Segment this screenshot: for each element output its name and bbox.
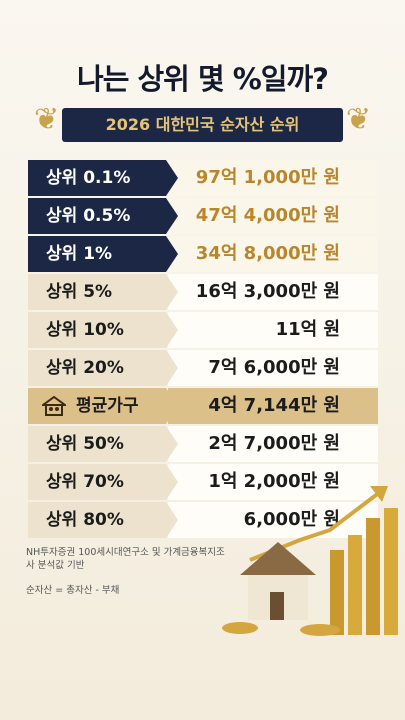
net-worth: 97억 1,000만 원 [168, 160, 378, 196]
net-worth: 2억 7,000만 원 [168, 426, 378, 462]
rank-row: 상위 20% 7억 6,000만 원 [28, 350, 378, 386]
rank-row: 상위 80% 6,000만 원 [28, 502, 378, 538]
rank-label: 상위 0.5% [28, 198, 178, 234]
gold-bar [348, 535, 362, 635]
rank-label: 상위 20% [28, 350, 178, 386]
rank-label: 상위 70% [28, 464, 178, 500]
net-worth: 1억 2,000만 원 [168, 464, 378, 500]
net-worth: 4억 7,144만 원 [168, 388, 378, 424]
net-worth: 47억 4,000만 원 [168, 198, 378, 234]
title: 나는 상위 몇 %일까? [77, 62, 329, 96]
rank-row: 상위 50% 2억 7,000만 원 [28, 426, 378, 462]
source-note: NH투자증권 100세시대연구소 및 가계금융복지조사 분석값 기반 [26, 547, 225, 571]
arrow-head [370, 486, 388, 502]
ranking-list: 상위 0.1% 97억 1,000만 원 상위 0.5% 47억 4,000만 원 상위… [28, 160, 378, 540]
rank-label: 상위 5% [28, 274, 178, 310]
net-worth: 7억 6,000만 원 [168, 350, 378, 386]
rank-label: 상위 50% [28, 426, 178, 462]
net-worth: 16억 3,000만 원 [168, 274, 378, 310]
laurel-left: ❦ [34, 102, 60, 137]
house-door [270, 592, 284, 620]
rank-row: 상위 10% 11억 원 [28, 312, 378, 348]
notes: NH투자증권 100세시대연구소 및 가계금융복지조사 분석값 기반 순자산 =… [26, 546, 226, 597]
coins [222, 622, 258, 634]
rank-row: 상위 5% 16억 3,000만 원 [28, 274, 378, 310]
house-roof [240, 542, 316, 575]
laurel-right: ❦ [345, 102, 371, 137]
rank-row: 상위 0.1% 97억 1,000만 원 [28, 160, 378, 196]
gold-bar [366, 518, 380, 635]
house-icon [42, 396, 66, 416]
net-worth: 11억 원 [168, 312, 378, 348]
net-worth: 6,000만 원 [168, 502, 378, 538]
rank-row: 평균가구 4억 7,144만 원 [28, 388, 378, 424]
coins [300, 624, 340, 636]
rank-row: 상위 70% 1억 2,000만 원 [28, 464, 378, 500]
rank-row: 상위 0.5% 47억 4,000만 원 [28, 198, 378, 234]
gold-bar [330, 550, 344, 635]
rank-label: 상위 10% [28, 312, 178, 348]
rank-row: 상위 1% 34억 8,000만 원 [28, 236, 378, 272]
decoration [222, 486, 398, 636]
net-worth: 34억 8,000만 원 [168, 236, 378, 272]
definition-note: 순자산 = 총자산 - 부채 [26, 585, 120, 596]
banner: 2026 대한민국 순자산 순위 [62, 108, 343, 142]
rank-label: 상위 80% [28, 502, 178, 538]
rank-label: 상위 0.1% [28, 160, 178, 196]
rank-label: 상위 1% [28, 236, 178, 272]
gold-bar [384, 508, 398, 635]
